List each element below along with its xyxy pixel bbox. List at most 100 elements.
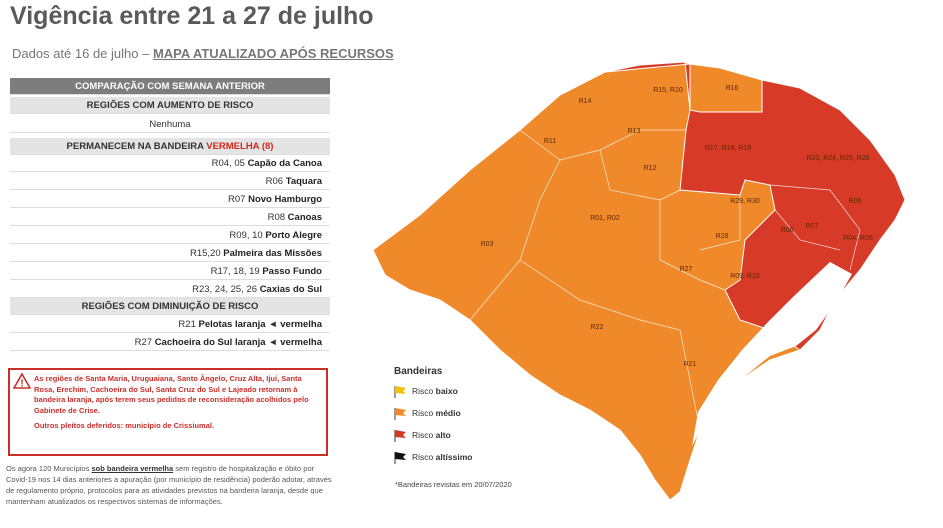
arrow: ◄: [268, 319, 278, 330]
legend-level: altíssimo: [436, 452, 473, 462]
city: Pelotas: [198, 319, 233, 330]
region-label: R08: [781, 227, 794, 234]
region-label: R22: [591, 324, 604, 331]
warning-text: As regiões de Santa Maria, Uruguaiana, S…: [34, 374, 309, 415]
legend-level: médio: [436, 408, 461, 418]
footnote: Os agora 120 Municípios sob bandeira ver…: [6, 463, 336, 507]
city: Caxias do Sul: [259, 284, 322, 295]
table-row: R21 Pelotas laranja ◄ vermelha: [10, 316, 330, 333]
region-label: R01, R02: [590, 215, 620, 222]
warning-icon: !: [13, 373, 31, 389]
region-label: R21: [684, 361, 697, 368]
region-label: R13: [628, 128, 641, 135]
region-code: R27: [134, 337, 153, 348]
region-code: R04, 05: [211, 158, 245, 169]
region-code: R08: [267, 212, 286, 223]
lagoon: [692, 262, 852, 446]
footnote-emphasis: sob bandeira vermelha: [91, 464, 174, 473]
region-borders: [469, 129, 861, 431]
region-label: R07: [806, 223, 819, 230]
table-row: R27 Cachoeira do Sul laranja ◄ vermelha: [10, 334, 330, 351]
flag-icon: [395, 452, 406, 460]
region-label: R04, R05: [843, 235, 873, 242]
region-label: R09, R10: [730, 273, 760, 280]
city: Porto Alegre: [265, 230, 322, 241]
legend-level: alto: [436, 430, 451, 440]
legend-prefix: Risco: [412, 452, 434, 462]
city: Taquara: [285, 176, 322, 187]
city: Canoas: [287, 212, 322, 223]
warning-extra: Outros pleitos deferidos: município de C…: [34, 421, 215, 430]
flag-name: VERMELHA (8): [206, 141, 274, 152]
legend-label: Risco médio: [412, 408, 461, 418]
region-label: R17, R18, R19: [705, 145, 751, 152]
legend-prefix: Risco: [412, 430, 434, 440]
subtitle: Dados até 16 de julho – MAPA ATUALIZADO …: [12, 46, 394, 61]
city: Capão da Canoa: [247, 158, 322, 169]
region-label: R27: [680, 266, 693, 273]
table-row: R15,20 Palmeira das Missões: [10, 245, 330, 262]
region-code: R09, 10: [229, 230, 263, 241]
region-label: R06: [849, 198, 862, 205]
region-code: R23, 24, 25, 26: [192, 284, 258, 295]
table-heading: COMPARAÇÃO COM SEMANA ANTERIOR: [10, 78, 330, 95]
flag-icon: [395, 430, 406, 438]
region-label: R14: [579, 98, 592, 105]
region-labels: R14 R15, R20 R16 R13 R11 R12 R17, R18, R19 R23,…: [481, 85, 873, 368]
table-row: R04, 05 Capão da Canoa: [10, 155, 330, 172]
warning-box: ! As regiões de Santa Maria, Uruguaiana,…: [8, 368, 328, 456]
table-row: R07 Novo Hamburgo: [10, 191, 330, 208]
table-row: R08 Canoas: [10, 209, 330, 226]
flag-from: laranja: [234, 337, 266, 348]
legend-label: Risco altíssimo: [412, 452, 473, 462]
section-title-text: PERMANECEM NA BANDEIRA: [66, 141, 204, 152]
region-code: R06: [265, 176, 284, 187]
region-label: R12: [644, 165, 657, 172]
warning-icon-mark: !: [20, 379, 23, 390]
flag-icon: [395, 386, 406, 394]
section-title: PERMANECEM NA BANDEIRA VERMELHA (8): [10, 138, 330, 155]
arrow: ◄: [268, 337, 278, 348]
region-label: R23, R24, R25, R26: [806, 155, 869, 162]
legend-prefix: Risco: [412, 386, 434, 396]
cell: Nenhuma: [10, 116, 330, 133]
flag-to: vermelha: [280, 319, 322, 330]
city: Passo Fundo: [262, 266, 322, 277]
table-row: R06 Taquara: [10, 173, 330, 190]
region-code: R21: [178, 319, 196, 330]
legend-level: baixo: [436, 386, 458, 396]
region-label: R29, R30: [730, 198, 760, 205]
city: Palmeira das Missões: [223, 248, 322, 259]
table-row: R17, 18, 19 Passo Fundo: [10, 263, 330, 280]
region-label: R15, R20: [653, 87, 683, 94]
footnote-text: Os agora 120 Municípios: [6, 464, 90, 473]
flag-icon: [395, 408, 406, 416]
region-label: R03: [481, 241, 494, 248]
region-code: R17, 18, 19: [210, 266, 260, 277]
legend-label: Risco alto: [412, 430, 451, 440]
section-title: REGIÕES COM DIMINUIÇÃO DE RISCO: [10, 298, 330, 315]
region-code: R07: [228, 194, 246, 205]
legend-prefix: Risco: [412, 408, 434, 418]
region-label: R11: [544, 138, 556, 145]
legend-title: Bandeiras: [394, 366, 443, 377]
subtitle-link: MAPA ATUALIZADO APÓS RECURSOS: [152, 46, 394, 61]
region-label: R16: [726, 85, 739, 92]
map-note: *Bandeiras revistas em 20/07/2020: [395, 480, 512, 489]
orange-region: [689, 63, 763, 113]
table-row: R09, 10 Porto Alegre: [10, 227, 330, 244]
city: Cachoeira do Sul: [154, 337, 233, 348]
title: Vigência entre 21 a 27 de julho: [10, 2, 374, 30]
section-title: REGIÕES COM AUMENTO DE RISCO: [10, 97, 330, 114]
flag-to: vermelha: [280, 337, 322, 348]
subtitle-text: Dados até 16 de julho –: [12, 46, 150, 61]
legend-label: Risco baixo: [412, 386, 458, 396]
region-code: R15,20: [189, 248, 221, 259]
city: Novo Hamburgo: [248, 194, 322, 205]
region-label: R28: [716, 233, 729, 240]
flag-from: laranja: [234, 319, 266, 330]
footnote-text: sem registro de hospitalização e óbito p…: [6, 464, 332, 506]
